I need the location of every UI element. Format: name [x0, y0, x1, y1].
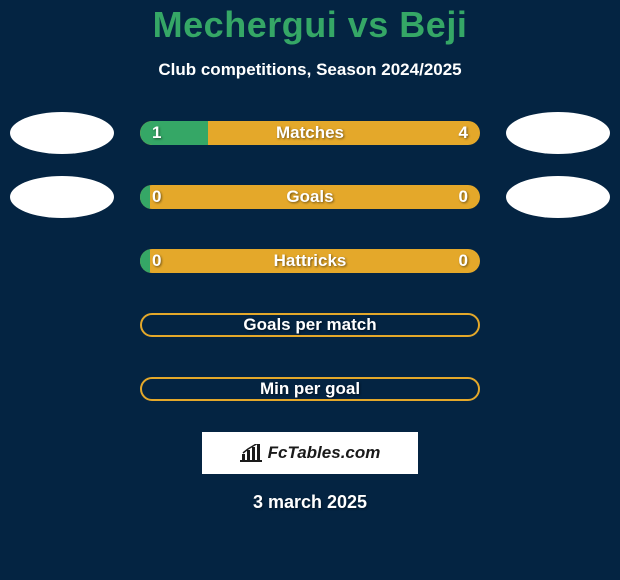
stat-value-right: 4 [459, 121, 468, 145]
comparison-card: Mechergui vs Beji Club competitions, Sea… [0, 0, 620, 513]
stat-bar-fill-left [140, 249, 150, 273]
stat-label: Goals [140, 185, 480, 209]
player2-name: Beji [399, 4, 467, 45]
subtitle: Club competitions, Season 2024/2025 [0, 60, 620, 80]
stat-value-left: 0 [152, 249, 161, 273]
page-title: Mechergui vs Beji [0, 4, 620, 46]
player1-avatar [10, 112, 114, 154]
stat-value-right: 0 [459, 185, 468, 209]
player1-name: Mechergui [153, 4, 338, 45]
player2-avatar [506, 304, 610, 346]
stat-label: Min per goal [142, 379, 478, 399]
stat-row-matches: 14Matches [0, 112, 620, 154]
stat-bar-fill-left [140, 185, 150, 209]
stat-row-min-per-goal: Min per goal [0, 368, 620, 410]
stat-value-right: 0 [459, 249, 468, 273]
stat-row-goals: 0 0Goals [0, 176, 620, 218]
logo-box[interactable]: FcTables.com [202, 432, 418, 474]
player1-avatar [10, 304, 114, 346]
player1-avatar [10, 240, 114, 282]
stat-bar-min-per-goal: Min per goal [140, 377, 480, 401]
date-label: 3 march 2025 [0, 492, 620, 513]
stat-value-left: 1 [152, 121, 161, 145]
player2-avatar [506, 176, 610, 218]
stat-bars: 14Matches00Goals00HattricksGoals per mat… [0, 112, 620, 410]
bar-chart-icon [240, 444, 262, 462]
stat-bar-matches: 14Matches [140, 121, 480, 145]
stat-bar-fill-left [140, 121, 208, 145]
player1-avatar [10, 176, 114, 218]
player1-avatar [10, 368, 114, 410]
vs-text: vs [348, 4, 389, 45]
logo: FcTables.com [240, 443, 381, 463]
player2-avatar [506, 240, 610, 282]
stat-bar-goals: 0 0Goals [140, 185, 480, 209]
stat-row-goals-per-match: Goals per match [0, 304, 620, 346]
logo-text: FcTables.com [268, 443, 381, 463]
stat-value-left: 0 [152, 185, 161, 209]
player2-avatar [506, 368, 610, 410]
stat-label: Hattricks [140, 249, 480, 273]
stat-bar-goals-per-match: Goals per match [140, 313, 480, 337]
stat-row-hattricks: 0 0Hattricks [0, 240, 620, 282]
player2-avatar [506, 112, 610, 154]
stat-label: Goals per match [142, 315, 478, 335]
stat-bar-hattricks: 0 0Hattricks [140, 249, 480, 273]
